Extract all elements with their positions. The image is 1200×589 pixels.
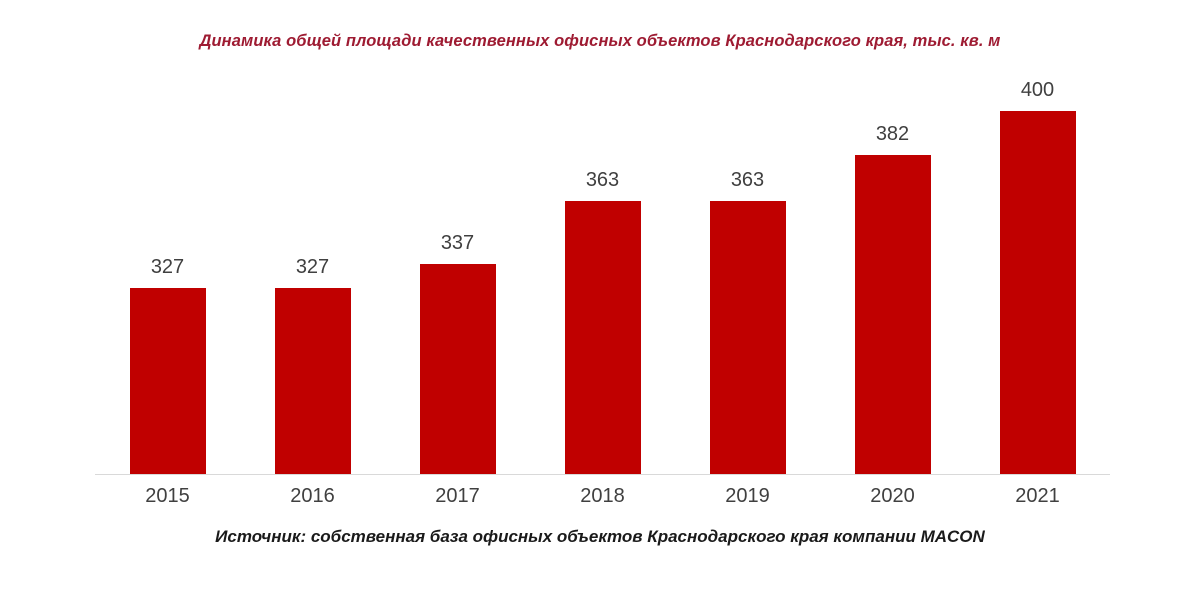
- bar-value-label: 400: [1020, 79, 1055, 101]
- bar: [129, 288, 206, 474]
- bar-group: 382 2020: [820, 70, 965, 507]
- x-axis-tick-label: 2019: [725, 485, 770, 507]
- bar: [854, 155, 931, 474]
- bar-group: 337 2017: [385, 70, 530, 507]
- bar-value-label: 363: [585, 169, 620, 191]
- bar-value-label: 382: [875, 123, 910, 145]
- bar: [419, 264, 496, 474]
- bar-group: 327 2016: [240, 70, 385, 507]
- x-axis-tick-label: 2017: [435, 485, 480, 507]
- x-axis-tick-label: 2016: [290, 485, 335, 507]
- chart-source-note: Источник: собственная база офисных объек…: [215, 527, 985, 546]
- bar-group: 363 2018: [530, 70, 675, 507]
- bar-value-label: 327: [295, 256, 330, 278]
- chart-title: Динамика общей площади качественных офис…: [199, 32, 1001, 50]
- x-axis-tick-label: 2021: [1015, 485, 1060, 507]
- x-axis-tick-label: 2015: [145, 485, 190, 507]
- bar: [999, 111, 1076, 474]
- bar-value-label: 337: [440, 232, 475, 254]
- bar-group: 363 2019: [675, 70, 820, 507]
- bar: [709, 201, 786, 474]
- bar-group: 400 2021: [965, 70, 1110, 507]
- bar: [564, 201, 641, 474]
- x-axis-tick-label: 2018: [580, 485, 625, 507]
- x-axis-tick-label: 2020: [870, 485, 915, 507]
- bar-value-label: 363: [730, 169, 765, 191]
- plot-area: 327 2015 327 2016 337 2017 363 2018 363 2019 382 20…: [95, 70, 1110, 507]
- bar-group: 327 2015: [95, 70, 240, 507]
- bar: [274, 288, 351, 474]
- bar-value-label: 327: [150, 256, 185, 278]
